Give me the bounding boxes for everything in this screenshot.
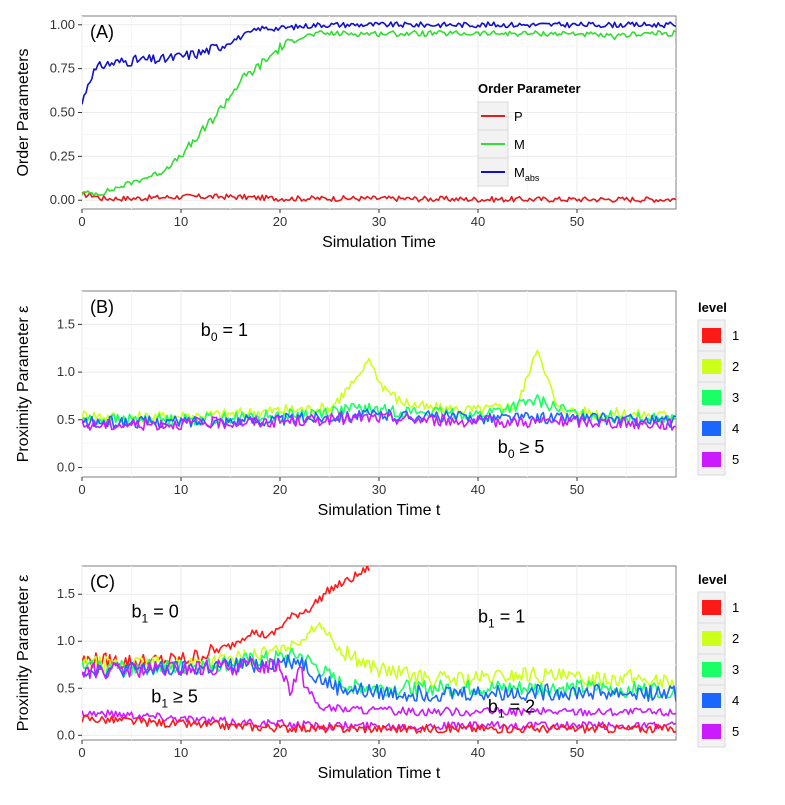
- y-tick-label: 1.5: [57, 586, 75, 601]
- series-line-Mabs: [82, 21, 676, 105]
- x-tick-label: 0: [78, 482, 85, 497]
- series-line-5upper: [82, 658, 676, 717]
- panel-a: 0 10 20 30 40 50 0.00 0.25 0.50 0.75 1.00 Simulatio…: [15, 15, 677, 251]
- legend-swatch: [702, 359, 721, 374]
- y-tick-label: 0.25: [50, 148, 75, 163]
- x-tick-label: 30: [372, 214, 386, 229]
- annotation: b1 = 0: [132, 602, 179, 626]
- x-axis: 0 10 20 30 40 50: [78, 477, 584, 497]
- x-tick-label: 40: [471, 482, 485, 497]
- legend-label: M: [514, 137, 525, 152]
- y-tick-label: 0.0: [57, 727, 75, 742]
- y-tick-label: 1.00: [50, 17, 75, 32]
- y-axis-title: Proximity Parameter ε: [15, 306, 32, 463]
- y-tick-label: 1.0: [57, 633, 75, 648]
- panel-tag: (A): [90, 22, 114, 42]
- x-axis-title: Simulation Time t: [318, 765, 441, 782]
- panel-tag: (B): [90, 297, 114, 317]
- legend-swatch: [702, 631, 721, 646]
- annotation: b1 = 2: [488, 697, 535, 721]
- series-line-5: [82, 412, 676, 431]
- panel-c: 0 10 20 30 40 50 0.0 0.5 1.0 1.5 Simulation Time t…: [15, 565, 739, 782]
- y-tick-label: 0.50: [50, 105, 75, 120]
- legend-label: Mabs: [514, 165, 540, 183]
- y-axis-title: Proximity Parameter ε: [15, 575, 32, 732]
- legend-label: 1: [732, 600, 739, 615]
- panel-b: 0 10 20 30 40 50 0.0 0.5 1.0 1.5 Simulation Time t…: [15, 290, 739, 519]
- legend-label: 2: [732, 631, 739, 646]
- x-tick-label: 0: [78, 214, 85, 229]
- series-line-4: [82, 408, 676, 429]
- y-tick-label: 1.5: [57, 316, 75, 331]
- x-tick-label: 10: [174, 482, 188, 497]
- x-axis: 0 10 20 30 40 50: [78, 740, 584, 760]
- annotation: b0 = 1: [201, 320, 248, 344]
- y-tick-label: 0.5: [57, 680, 75, 695]
- annotation: b0 ≥ 5: [498, 437, 545, 461]
- legend-label: 4: [732, 693, 739, 708]
- series-group: [82, 349, 676, 431]
- y-tick-label: 0.0: [57, 459, 75, 474]
- x-tick-label: 50: [570, 482, 584, 497]
- x-axis-title: Simulation Time: [322, 234, 436, 251]
- legend-title: level: [698, 300, 727, 315]
- x-tick-label: 10: [174, 745, 188, 760]
- legend-swatch: [702, 452, 721, 467]
- series-line-M: [82, 30, 676, 197]
- series-group: [82, 566, 676, 734]
- series-line-1lower: [82, 714, 676, 734]
- x-tick-label: 10: [174, 214, 188, 229]
- x-axis-title: Simulation Time t: [318, 502, 441, 519]
- legend: Order Parameter PM Mabs: [477, 81, 581, 187]
- series-group: [82, 21, 676, 203]
- legend-label: 2: [732, 359, 739, 374]
- legend: level 1 2 3 4 5: [697, 572, 739, 748]
- x-tick-label: 40: [471, 214, 485, 229]
- legend-label: 5: [732, 452, 739, 467]
- y-tick-label: 0.75: [50, 61, 75, 76]
- x-axis: 0 10 20 30 40 50: [78, 209, 584, 229]
- legend: level 1 2 3 4 5: [697, 300, 739, 476]
- legend-swatch: [702, 328, 721, 343]
- legend-label: 4: [732, 421, 739, 436]
- y-axis: 0.0 0.5 1.0 1.5: [57, 586, 82, 742]
- legend-label: P: [514, 109, 523, 124]
- y-axis: 0.00 0.25 0.50 0.75 1.00: [50, 17, 82, 207]
- legend-swatch: [702, 724, 721, 739]
- legend-swatch: [702, 693, 721, 708]
- gridlines: [81, 16, 676, 209]
- legend-swatch: [702, 600, 721, 615]
- legend-label: 3: [732, 390, 739, 405]
- y-tick-label: 0.00: [50, 192, 75, 207]
- legend-title: Order Parameter: [478, 81, 581, 96]
- x-tick-label: 50: [570, 214, 584, 229]
- legend-swatch: [702, 390, 721, 405]
- x-tick-label: 30: [372, 745, 386, 760]
- series-line-P: [82, 191, 676, 203]
- legend-label: 3: [732, 662, 739, 677]
- legend-label: 1: [732, 328, 739, 343]
- series-line-4upper: [82, 654, 676, 702]
- series-line-3upper: [82, 647, 676, 699]
- y-axis: 0.0 0.5 1.0 1.5: [57, 316, 82, 474]
- y-tick-label: 1.0: [57, 364, 75, 379]
- series-line-1upper: [82, 566, 370, 670]
- x-tick-label: 50: [570, 745, 584, 760]
- x-tick-label: 0: [78, 745, 85, 760]
- panel-tag: (C): [90, 572, 115, 592]
- legend-label: 5: [732, 724, 739, 739]
- x-tick-label: 20: [273, 745, 287, 760]
- annotation: b1 ≥ 5: [151, 686, 198, 710]
- legend-swatch: [702, 421, 721, 436]
- y-tick-label: 0.5: [57, 412, 75, 427]
- y-axis-title: Order Parameters: [15, 48, 32, 176]
- legend-swatch: [702, 662, 721, 677]
- x-tick-label: 40: [471, 745, 485, 760]
- x-tick-label: 30: [372, 482, 386, 497]
- legend-title: level: [698, 572, 727, 587]
- x-tick-label: 20: [273, 482, 287, 497]
- annotation: b1 = 1: [478, 606, 525, 630]
- x-tick-label: 20: [273, 214, 287, 229]
